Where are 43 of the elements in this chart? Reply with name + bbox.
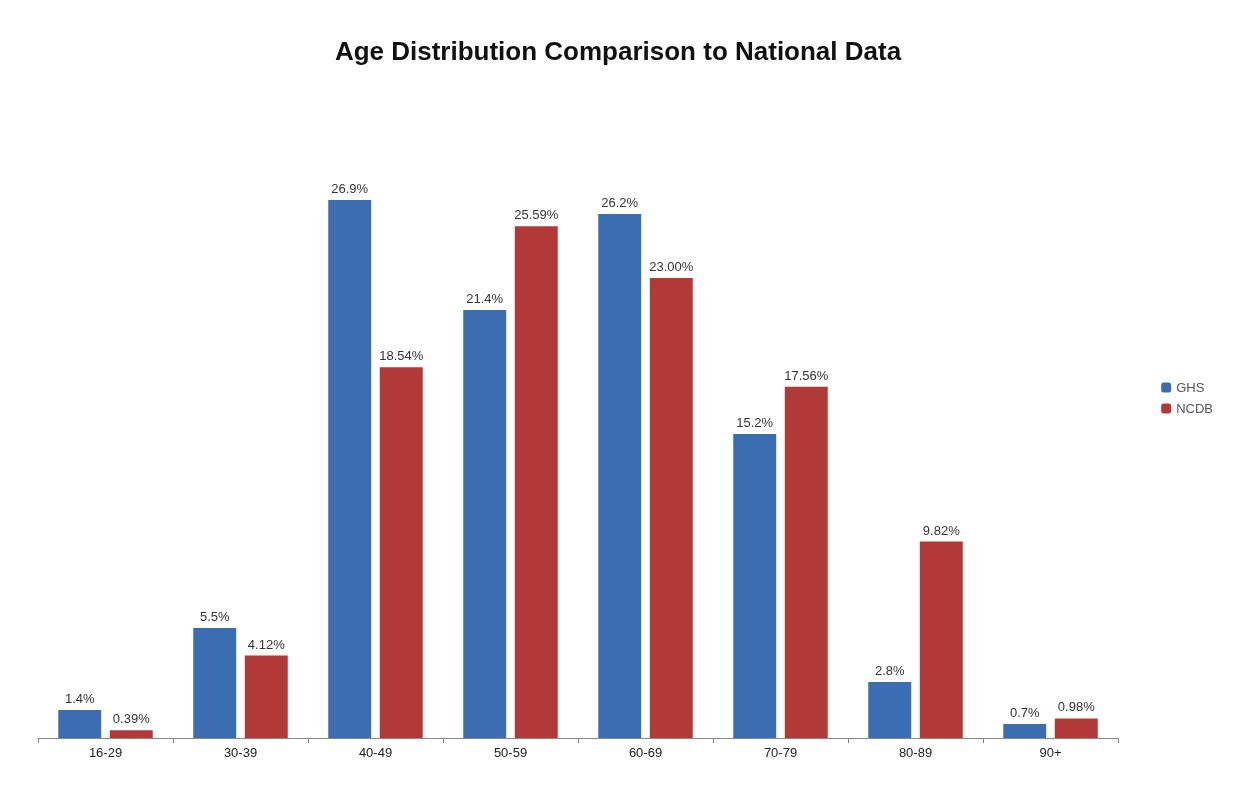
bar (919, 541, 963, 738)
bar (598, 214, 642, 738)
data-label: 1.4% (64, 691, 95, 706)
x-tick-label: 16-29 (88, 745, 123, 760)
bar (109, 730, 153, 738)
data-label: 15.2% (736, 415, 774, 430)
data-label: 0.7% (1009, 705, 1040, 720)
bar (463, 310, 507, 738)
data-label: 9.82% (922, 522, 961, 538)
bar (328, 200, 372, 738)
data-label: 18.54% (379, 348, 424, 364)
data-label: 25.59% (514, 207, 559, 223)
legend-label: GHS (1176, 380, 1205, 395)
data-label: 21.4% (466, 291, 504, 306)
x-tick-label: 40-49 (358, 745, 393, 760)
bar (733, 434, 777, 738)
x-tick-label: 80-89 (898, 745, 933, 760)
bar (193, 628, 237, 738)
bar (379, 367, 423, 738)
bar (514, 226, 558, 738)
x-tick-label: 30-39 (223, 745, 258, 760)
data-label: 0.98% (1057, 699, 1096, 715)
bar (784, 386, 828, 738)
bar (1003, 724, 1047, 738)
data-label: 17.56% (784, 367, 829, 383)
data-label: 23.00% (649, 259, 694, 274)
legend-label: NCDB (1176, 401, 1214, 416)
x-tick-label: 70-79 (763, 745, 798, 760)
bar (244, 655, 288, 738)
bar (868, 682, 912, 738)
x-tick-label: 90+ (1039, 745, 1062, 760)
x-tick-label: 60-69 (628, 745, 663, 760)
data-label: 26.9% (331, 181, 369, 196)
data-label: 2.8% (874, 663, 905, 678)
data-label: 5.5% (199, 609, 230, 624)
data-label: 0.39% (112, 711, 151, 727)
bar (58, 710, 102, 738)
x-tick-label: 50-59 (493, 745, 528, 760)
data-label: 26.2% (601, 195, 639, 210)
data-label: 4.12% (247, 636, 286, 652)
bar (649, 278, 693, 738)
chart-title: Age Distribution Comparison to National Data (334, 36, 902, 66)
bar (1054, 718, 1098, 738)
